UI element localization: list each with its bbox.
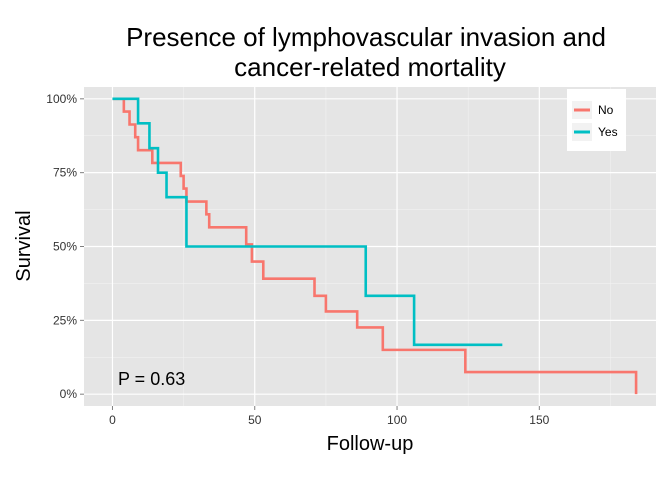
- x-tick-label: 100: [387, 413, 407, 427]
- y-tick-label: 0%: [60, 387, 78, 401]
- y-axis-title: Survival: [13, 210, 35, 281]
- series-layer: [112, 97, 638, 395]
- legend-label-yes: Yes: [598, 125, 618, 139]
- chart-title-line-1: Presence of lymphovascular invasion and: [126, 22, 606, 52]
- y-tick-label: 25%: [53, 313, 77, 327]
- x-tick-label: 50: [248, 413, 262, 427]
- x-tick-label: 0: [109, 413, 116, 427]
- p-value-annotation: P = 0.63: [118, 369, 185, 389]
- y-tick-label: 50%: [53, 240, 77, 254]
- x-axis-title: Follow-up: [327, 433, 414, 455]
- y-axis-ticks: 0% 25% 50% 75% 100%: [46, 92, 84, 401]
- x-tick-label: 150: [529, 413, 549, 427]
- series-line-yes: [112, 97, 503, 347]
- legend-box: [567, 89, 626, 151]
- y-tick-label: 100%: [46, 92, 77, 106]
- series-line-no: [112, 97, 638, 395]
- legend-label-no: No: [598, 103, 614, 117]
- y-tick-label: 75%: [53, 166, 77, 180]
- legend: No Yes: [567, 89, 626, 151]
- chart-title-line-2: cancer-related mortality: [234, 52, 506, 82]
- x-axis-ticks: 0 50 100 150: [109, 406, 550, 427]
